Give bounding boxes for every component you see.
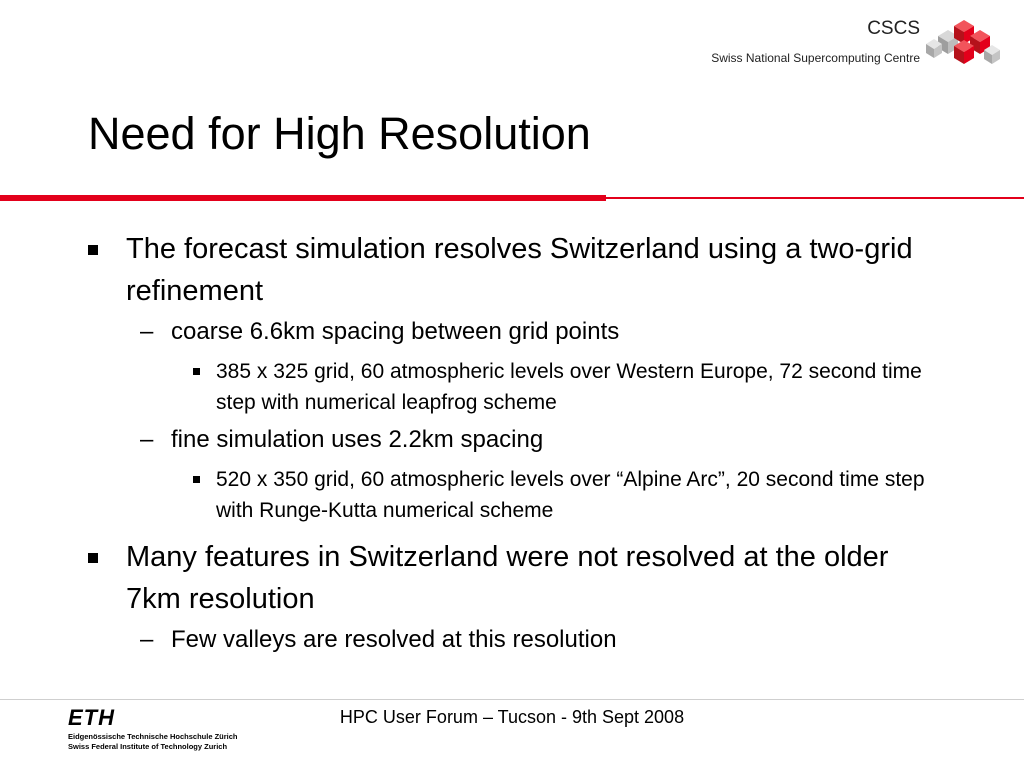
eth-logo-mark: ETH	[68, 705, 115, 730]
eth-name-en: Swiss Federal Institute of Technology Zu…	[68, 742, 228, 751]
bullet-text: The forecast simulation resolves Switzer…	[126, 233, 913, 307]
sub-bullet-text: Few valleys are resolved at this resolut…	[171, 626, 617, 653]
footer-event: HPC User Forum – Tucson - 9th Sept 2008	[339, 707, 685, 727]
sub-sub-bullet-text: 520 x 350 grid, 60 atmospheric levels ov…	[216, 468, 925, 522]
title-divider-thick	[0, 195, 606, 201]
sub-bullet-text: coarse 6.6km spacing between grid points	[171, 318, 620, 345]
eth-name-de: Eidgenössische Technische Hochschule Zür…	[68, 732, 238, 741]
dash-icon: –	[140, 626, 154, 653]
title-divider-thin	[606, 197, 1024, 199]
sub-sub-bullet-text: 385 x 325 grid, 60 atmospheric levels ov…	[216, 360, 922, 414]
org-full-name: Swiss National Supercomputing Centre	[711, 51, 920, 65]
bullet-square-icon	[88, 553, 98, 563]
cscs-logo-icon	[926, 20, 1000, 64]
slide-title: Need for High Resolution	[88, 108, 591, 159]
sub-bullet-text: fine simulation uses 2.2km spacing	[171, 426, 544, 453]
bullet-square-small-icon	[193, 476, 200, 483]
org-short-name: CSCS	[867, 18, 920, 39]
bullet-text: Many features in Switzerland were not re…	[126, 541, 889, 615]
eth-logo: ETH Eidgenössische Technische Hochschule…	[68, 707, 238, 752]
bullet-square-icon	[88, 245, 98, 255]
dash-icon: –	[140, 426, 154, 453]
bullet-square-small-icon	[193, 368, 200, 375]
dash-icon: –	[140, 318, 154, 345]
header-org: CSCS Swiss National Supercomputing Centr…	[711, 18, 920, 66]
footer-divider	[0, 699, 1024, 700]
